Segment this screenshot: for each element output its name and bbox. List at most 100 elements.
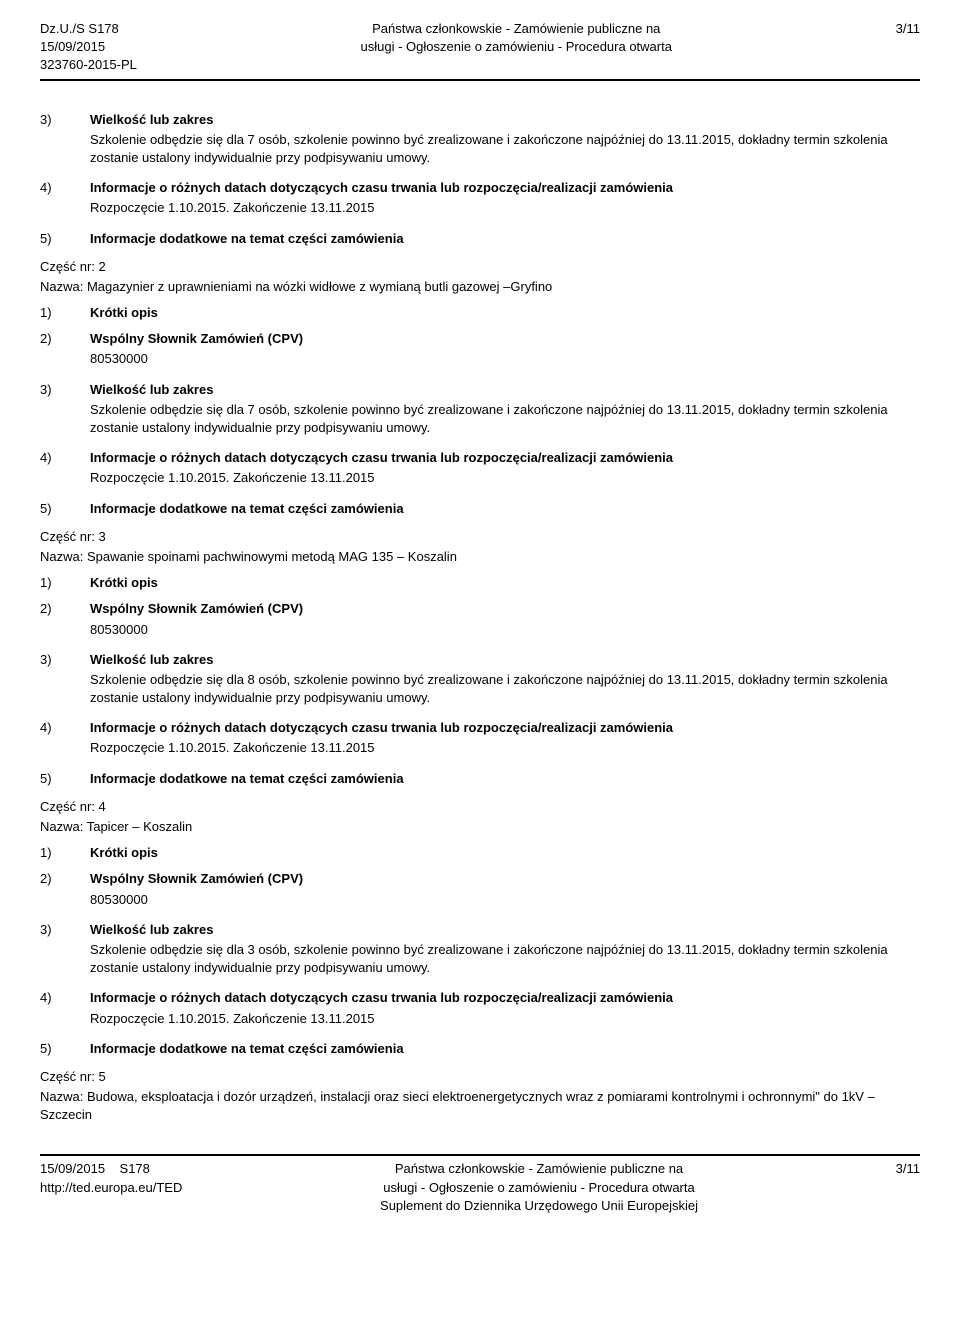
item-number: 4)	[40, 719, 90, 737]
header-title-2: usługi - Ogłoszenie o zamówieniu - Proce…	[137, 38, 896, 56]
item-row: Szkolenie odbędzie się dla 3 osób, szkol…	[40, 941, 920, 977]
item-text: Rozpoczęcie 1.10.2015. Zakończenie 13.11…	[90, 739, 920, 757]
footer-center: Państwa członkowskie - Zamówienie public…	[182, 1160, 895, 1215]
footer-page: 3/11	[896, 1160, 920, 1215]
item-heading: Krótki opis	[90, 574, 920, 592]
item-row: 2)Wspólny Słownik Zamówień (CPV)	[40, 600, 920, 618]
item-row: Rozpoczęcie 1.10.2015. Zakończenie 13.11…	[40, 199, 920, 217]
item-number: 1)	[40, 574, 90, 592]
header-center: Państwa członkowskie - Zamówienie public…	[137, 20, 896, 75]
part-number: Część nr: 4	[40, 798, 920, 816]
item-number: 2)	[40, 870, 90, 888]
item-row: Rozpoczęcie 1.10.2015. Zakończenie 13.11…	[40, 469, 920, 487]
part-name: Nazwa: Spawanie spoinami pachwinowymi me…	[40, 548, 920, 566]
item-row: 80530000	[40, 350, 920, 368]
item-number	[40, 621, 90, 639]
item-row: 3)Wielkość lub zakres	[40, 381, 920, 399]
item-row: 2)Wspólny Słownik Zamówień (CPV)	[40, 870, 920, 888]
item-number: 5)	[40, 500, 90, 518]
item-row: Szkolenie odbędzie się dla 7 osób, szkol…	[40, 401, 920, 437]
item-text: Rozpoczęcie 1.10.2015. Zakończenie 13.11…	[90, 199, 920, 217]
item-number: 1)	[40, 304, 90, 322]
item-number: 4)	[40, 989, 90, 1007]
item-number	[40, 941, 90, 977]
item-row: Rozpoczęcie 1.10.2015. Zakończenie 13.11…	[40, 739, 920, 757]
footer-left: 15/09/2015 S178 http://ted.europa.eu/TED	[40, 1160, 182, 1215]
item-number: 1)	[40, 844, 90, 862]
item-number: 3)	[40, 111, 90, 129]
item-number: 2)	[40, 600, 90, 618]
item-row: 3)Wielkość lub zakres	[40, 111, 920, 129]
item-text: Szkolenie odbędzie się dla 7 osób, szkol…	[90, 401, 920, 437]
item-row: Szkolenie odbędzie się dla 8 osób, szkol…	[40, 671, 920, 707]
header-page: 3/11	[896, 20, 920, 75]
item-number: 4)	[40, 179, 90, 197]
item-number	[40, 891, 90, 909]
document-body: 3)Wielkość lub zakresSzkolenie odbędzie …	[40, 111, 920, 1125]
item-heading: Krótki opis	[90, 304, 920, 322]
item-row: 4)Informacje o różnych datach dotyczącyc…	[40, 989, 920, 1007]
item-row: 4)Informacje o różnych datach dotyczącyc…	[40, 719, 920, 737]
item-text: Szkolenie odbędzie się dla 7 osób, szkol…	[90, 131, 920, 167]
item-number: 5)	[40, 770, 90, 788]
page-header: Dz.U./S S178 15/09/2015 323760-2015-PL P…	[40, 20, 920, 81]
item-row: 2)Wspólny Słownik Zamówień (CPV)	[40, 330, 920, 348]
item-number	[40, 401, 90, 437]
footer-title-1: Państwa członkowskie - Zamówienie public…	[182, 1160, 895, 1178]
item-number: 3)	[40, 651, 90, 669]
item-row: 5)Informacje dodatkowe na temat części z…	[40, 500, 920, 518]
item-number	[40, 671, 90, 707]
header-id: 323760-2015-PL	[40, 56, 137, 74]
footer-date: 15/09/2015	[40, 1161, 105, 1176]
item-number	[40, 1010, 90, 1028]
item-number: 3)	[40, 921, 90, 939]
item-number: 2)	[40, 330, 90, 348]
item-row: 1)Krótki opis	[40, 304, 920, 322]
item-heading: Wspólny Słownik Zamówień (CPV)	[90, 330, 920, 348]
item-text: Rozpoczęcie 1.10.2015. Zakończenie 13.11…	[90, 469, 920, 487]
part-number: Część nr: 5	[40, 1068, 920, 1086]
item-heading: Informacje o różnych datach dotyczących …	[90, 179, 920, 197]
item-text: 80530000	[90, 621, 920, 639]
part-name: Nazwa: Tapicer – Koszalin	[40, 818, 920, 836]
item-text: 80530000	[90, 891, 920, 909]
item-heading: Informacje o różnych datach dotyczących …	[90, 989, 920, 1007]
item-row: 1)Krótki opis	[40, 844, 920, 862]
item-number	[40, 469, 90, 487]
item-heading: Informacje dodatkowe na temat części zam…	[90, 1040, 920, 1058]
item-number	[40, 131, 90, 167]
header-title-1: Państwa członkowskie - Zamówienie public…	[137, 20, 896, 38]
item-heading: Wielkość lub zakres	[90, 381, 920, 399]
item-row: Rozpoczęcie 1.10.2015. Zakończenie 13.11…	[40, 1010, 920, 1028]
item-row: 1)Krótki opis	[40, 574, 920, 592]
item-text: Szkolenie odbędzie się dla 8 osób, szkol…	[90, 671, 920, 707]
item-row: 4)Informacje o różnych datach dotyczącyc…	[40, 179, 920, 197]
item-number	[40, 739, 90, 757]
item-heading: Informacje o różnych datach dotyczących …	[90, 449, 920, 467]
part-name: Nazwa: Magazynier z uprawnieniami na wóz…	[40, 278, 920, 296]
item-row: 5)Informacje dodatkowe na temat części z…	[40, 1040, 920, 1058]
item-text: Szkolenie odbędzie się dla 3 osób, szkol…	[90, 941, 920, 977]
item-heading: Wspólny Słownik Zamówień (CPV)	[90, 870, 920, 888]
item-number: 3)	[40, 381, 90, 399]
item-heading: Informacje dodatkowe na temat części zam…	[90, 230, 920, 248]
item-number: 5)	[40, 230, 90, 248]
item-heading: Krótki opis	[90, 844, 920, 862]
item-heading: Wielkość lub zakres	[90, 921, 920, 939]
footer-url: http://ted.europa.eu/TED	[40, 1179, 182, 1197]
part-number: Część nr: 2	[40, 258, 920, 276]
item-heading: Informacje dodatkowe na temat części zam…	[90, 770, 920, 788]
item-row: 5)Informacje dodatkowe na temat części z…	[40, 230, 920, 248]
item-text: 80530000	[90, 350, 920, 368]
item-heading: Wspólny Słownik Zamówień (CPV)	[90, 600, 920, 618]
footer-date-ref: 15/09/2015 S178	[40, 1160, 182, 1178]
item-row: 80530000	[40, 621, 920, 639]
page-footer: 15/09/2015 S178 http://ted.europa.eu/TED…	[40, 1154, 920, 1215]
item-heading: Wielkość lub zakres	[90, 651, 920, 669]
header-date: 15/09/2015	[40, 38, 137, 56]
footer-title-3: Suplement do Dziennika Urzędowego Unii E…	[182, 1197, 895, 1215]
item-number	[40, 199, 90, 217]
footer-title-2: usługi - Ogłoszenie o zamówieniu - Proce…	[182, 1179, 895, 1197]
item-number: 5)	[40, 1040, 90, 1058]
item-row: 5)Informacje dodatkowe na temat części z…	[40, 770, 920, 788]
